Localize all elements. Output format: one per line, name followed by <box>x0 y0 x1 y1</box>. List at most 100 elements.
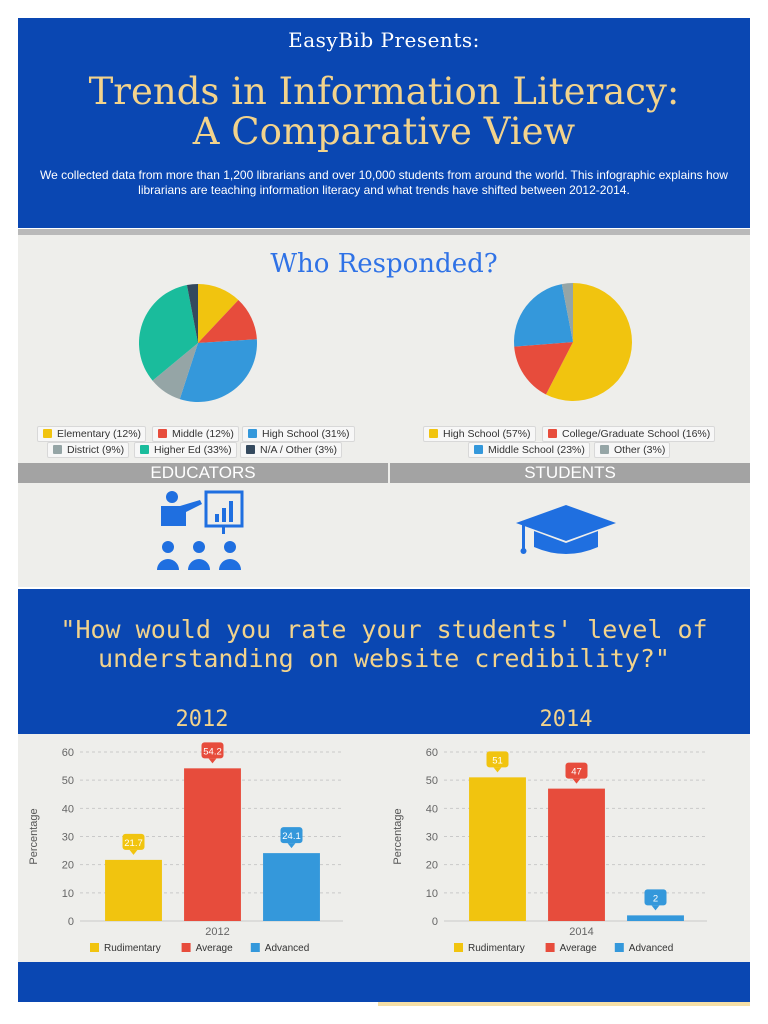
question-line-1: "How would you rate your students' level… <box>60 615 708 644</box>
divider <box>18 229 750 235</box>
swatch <box>140 445 149 454</box>
data-label: 51 <box>492 755 503 766</box>
educators-label: EDUCATORS <box>18 463 388 483</box>
respondent-pies <box>139 283 632 402</box>
data-label-badge <box>280 827 303 844</box>
bar-chart-2012: 0 10 20 30 40 50 60 Percentage 21.7 54.2 24.1 2012 R… <box>28 742 343 954</box>
intro-paragraph: We collected data from more than 1,200 l… <box>40 168 728 197</box>
bar <box>263 853 320 921</box>
graduation-cap-icon <box>516 505 616 554</box>
students-pie <box>514 283 632 401</box>
data-label-pointer <box>493 767 502 773</box>
data-label: 54.2 <box>203 746 222 757</box>
pie-slice <box>139 285 198 381</box>
data-label-pointer <box>287 843 296 849</box>
year-2012-heading: 2012 <box>175 707 229 732</box>
y-tick-label: 30 <box>426 832 438 844</box>
legend-label: Advanced <box>265 943 309 954</box>
question-text: "How would you rate your students' level… <box>18 615 750 673</box>
header-banner: EasyBib Presents: Trends in Information … <box>18 18 750 228</box>
data-label: 47 <box>571 767 582 778</box>
y-tick-label: 0 <box>68 916 74 928</box>
data-label: 21.7 <box>124 838 143 849</box>
y-tick-label: 40 <box>62 803 74 815</box>
data-label-pointer <box>651 905 660 911</box>
bar <box>469 777 526 921</box>
data-label: 2 <box>653 893 658 904</box>
x-axis-label: 2012 <box>205 926 229 938</box>
legend-swatch <box>545 943 555 952</box>
data-label-badge <box>122 833 145 850</box>
legend-swatch <box>90 943 99 952</box>
y-axis-label: Percentage <box>28 808 40 864</box>
title-line-1: Trends in Information Literacy: <box>88 70 680 113</box>
bar <box>548 788 605 921</box>
bar <box>105 859 162 921</box>
y-tick-label: 10 <box>426 888 438 900</box>
bar <box>184 768 241 921</box>
legend-swatch <box>181 943 191 952</box>
swatch <box>53 445 62 454</box>
y-tick-label: 50 <box>426 775 438 787</box>
legend-item: College/Graduate School (16%) <box>542 426 716 442</box>
legend-label: Rudimentary <box>468 943 525 954</box>
swatch <box>429 429 438 438</box>
legend-label: Average <box>196 943 234 954</box>
pie-slice <box>179 339 257 402</box>
legend-item: High School (57%) <box>423 426 536 442</box>
y-tick-label: 60 <box>62 747 74 759</box>
respondents-section: Who Responded? Elementary (12%) Middle (… <box>18 235 750 587</box>
data-label-pointer <box>208 758 217 764</box>
question-line-2: understanding on website credibility?" <box>98 644 670 673</box>
legend-label: Advanced <box>629 943 673 954</box>
legend-item: Other (3%) <box>594 442 671 458</box>
pie-slice <box>514 342 573 395</box>
swatch <box>548 429 557 438</box>
presents-line: EasyBib Presents: <box>288 28 480 52</box>
data-label-pointer <box>129 849 138 855</box>
swatch <box>248 429 257 438</box>
footer-band <box>18 962 750 1002</box>
y-tick-label: 20 <box>426 860 438 872</box>
title-line-2: A Comparative View <box>192 110 576 153</box>
pie-slice <box>561 283 573 342</box>
legend-item: Higher Ed (33%) <box>134 442 237 458</box>
data-label-badge <box>565 762 588 779</box>
bar-chart-2014: 0 10 20 30 40 50 60 Percentage 51 47 2 2014 Rudiment… <box>392 747 707 954</box>
students-label: STUDENTS <box>390 463 750 483</box>
teacher-presentation-icon <box>157 490 244 570</box>
y-tick-label: 40 <box>426 803 438 815</box>
swatch <box>158 429 167 438</box>
pie-slice <box>186 284 198 343</box>
pie-slice <box>152 343 198 400</box>
y-axis-label: Percentage <box>392 808 404 864</box>
y-tick-label: 10 <box>62 888 74 900</box>
legend-swatch <box>614 943 624 952</box>
pie-slice <box>545 283 632 401</box>
swatch <box>43 429 52 438</box>
legend-label: Average <box>560 943 598 954</box>
swatch <box>600 445 609 454</box>
pie-slice <box>198 299 257 343</box>
y-tick-label: 0 <box>432 916 438 928</box>
y-tick-label: 30 <box>62 832 74 844</box>
data-label: 24.1 <box>282 831 301 842</box>
legend-label: Rudimentary <box>104 943 161 954</box>
data-label-pointer <box>572 778 581 784</box>
y-tick-label: 20 <box>62 860 74 872</box>
swatch <box>474 445 483 454</box>
legend-swatch <box>250 943 260 952</box>
y-tick-label: 60 <box>426 747 438 759</box>
legend-item: Middle (12%) <box>152 426 239 442</box>
page-title: Trends in Information Literacy: A Compar… <box>18 72 750 152</box>
bar <box>627 915 684 921</box>
data-label-badge <box>644 889 667 906</box>
x-axis-label: 2014 <box>569 926 593 938</box>
footer-accent <box>378 1002 750 1006</box>
bar-charts-section: 0 10 20 30 40 50 60 Percentage 21.7 54.2 24.1 2012 R… <box>18 734 750 962</box>
pie-slice <box>514 284 573 347</box>
legend-swatch <box>454 943 463 952</box>
pie-slice <box>198 284 239 343</box>
y-tick-label: 50 <box>62 775 74 787</box>
